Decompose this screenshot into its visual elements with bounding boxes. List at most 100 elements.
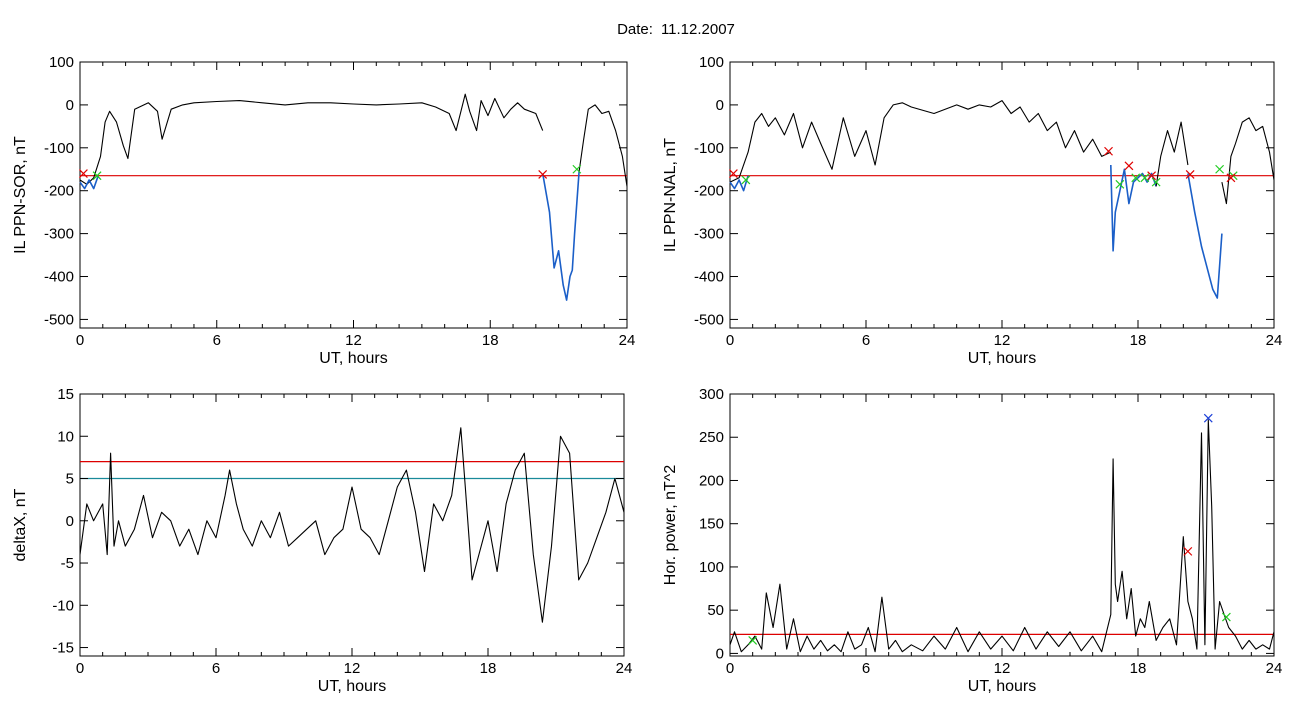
x-tick-label: 12 bbox=[345, 332, 362, 349]
marker-green bbox=[1221, 612, 1231, 622]
marker-blue bbox=[1203, 413, 1213, 423]
x-tick-label: 18 bbox=[1130, 660, 1147, 677]
marker-stroke bbox=[1115, 179, 1125, 189]
x-tick-label: 24 bbox=[616, 660, 633, 677]
marker-stroke bbox=[1104, 146, 1113, 156]
x-tick-label: 6 bbox=[862, 660, 870, 677]
series-line-blue bbox=[1187, 173, 1223, 299]
series-line-black bbox=[79, 93, 544, 185]
title-date: 11.12.2007 bbox=[661, 21, 735, 38]
marker-stroke bbox=[1226, 173, 1236, 183]
marker-red bbox=[1124, 161, 1134, 171]
y-tick-label: 0 bbox=[66, 513, 74, 530]
panel-hor-power: 0 6 12 18 24 300 250 200 150 100 50 0 UT, hours Hor. … bbox=[662, 386, 1282, 695]
panel-ppn-nal: 0 6 12 18 24 100 0 -100 -200 -300 -400 -500 UT, hour… bbox=[662, 54, 1282, 367]
marker-green bbox=[92, 171, 102, 181]
marker-red bbox=[538, 169, 548, 179]
y-tick-label: -300 bbox=[44, 226, 74, 243]
marker-green bbox=[1140, 173, 1150, 183]
y-tick-label: 100 bbox=[699, 559, 724, 576]
y-tick-label: 250 bbox=[699, 429, 724, 446]
marker-stroke bbox=[1221, 612, 1231, 622]
y-tick-label: -100 bbox=[694, 140, 724, 157]
marker-red bbox=[1185, 169, 1195, 179]
y-tick-label: -400 bbox=[694, 269, 724, 286]
x-axis-label: UT, hours bbox=[968, 678, 1036, 695]
x-axis-label: UT, hours bbox=[318, 678, 386, 695]
plot-frame bbox=[79, 61, 628, 329]
panel-deltax: 0 6 12 18 24 15 10 5 0 -5 -10 -15 UT, hours deltaX, n… bbox=[12, 386, 632, 695]
y-axis-label: deltaX, nT bbox=[12, 488, 29, 561]
marker-red bbox=[1147, 171, 1157, 181]
marker-stroke bbox=[748, 636, 758, 645]
marker-red bbox=[1104, 146, 1113, 156]
marker-stroke bbox=[78, 169, 88, 178]
x-tick-label: 12 bbox=[344, 660, 361, 677]
series-line-black bbox=[729, 419, 1275, 653]
title-prefix: Date: bbox=[617, 21, 653, 38]
series-line-black bbox=[79, 427, 625, 623]
x-tick-label: 12 bbox=[994, 332, 1011, 349]
marker-red bbox=[78, 169, 88, 178]
y-tick-label: 10 bbox=[57, 428, 74, 445]
marker-green bbox=[1215, 164, 1225, 174]
series-line-black bbox=[1155, 121, 1189, 187]
marker-stroke bbox=[538, 169, 548, 179]
y-tick-label: 5 bbox=[66, 471, 74, 488]
y-tick-label: -200 bbox=[44, 183, 74, 200]
series-line-blue bbox=[541, 171, 580, 301]
x-tick-label: 0 bbox=[726, 332, 734, 349]
figure-title: Date: 11.12.2007 bbox=[617, 21, 735, 38]
marker-green bbox=[1115, 179, 1125, 189]
marker-red bbox=[1226, 173, 1236, 183]
series-line-black bbox=[729, 100, 1112, 183]
x-tick-label: 0 bbox=[76, 332, 84, 349]
marker-stroke bbox=[1147, 171, 1157, 181]
marker-red bbox=[1183, 546, 1193, 556]
y-tick-label: 15 bbox=[57, 386, 74, 403]
marker-stroke bbox=[1183, 546, 1193, 556]
y-tick-label: 100 bbox=[49, 54, 74, 71]
y-tick-label: 200 bbox=[699, 472, 724, 489]
y-tick-label: -300 bbox=[694, 226, 724, 243]
marker-stroke bbox=[1215, 164, 1225, 174]
marker-green bbox=[748, 636, 758, 645]
y-tick-label: 50 bbox=[707, 602, 724, 619]
y-tick-label: 0 bbox=[716, 645, 724, 662]
x-tick-label: 18 bbox=[482, 332, 499, 349]
marker-stroke bbox=[1151, 177, 1161, 187]
y-tick-label: -10 bbox=[52, 597, 74, 614]
marker-stroke bbox=[1185, 169, 1195, 179]
marker-stroke bbox=[1203, 413, 1213, 423]
marker-stroke bbox=[728, 169, 738, 178]
marker-stroke bbox=[1140, 173, 1150, 183]
y-tick-label: -400 bbox=[44, 269, 74, 286]
marker-red bbox=[728, 169, 738, 178]
marker-green bbox=[1151, 177, 1161, 187]
x-tick-label: 6 bbox=[862, 332, 870, 349]
y-tick-label: 100 bbox=[699, 54, 724, 71]
y-tick-label: -500 bbox=[694, 311, 724, 328]
marker-stroke bbox=[1124, 161, 1134, 171]
x-tick-label: 24 bbox=[1266, 332, 1283, 349]
y-tick-label: -5 bbox=[61, 555, 74, 572]
y-tick-label: 150 bbox=[699, 516, 724, 533]
x-tick-label: 0 bbox=[76, 660, 84, 677]
x-tick-label: 24 bbox=[1266, 660, 1283, 677]
series-line-blue bbox=[729, 175, 749, 192]
x-tick-label: 18 bbox=[1130, 332, 1147, 349]
marker-green bbox=[741, 175, 751, 185]
y-tick-label: 300 bbox=[699, 386, 724, 403]
y-axis-label: IL PPN-NAL, nT bbox=[662, 138, 679, 252]
panel-ppn-sor: 0 6 12 18 24 100 0 -100 -200 -300 -400 -500 UT, hour… bbox=[12, 54, 635, 367]
x-tick-label: 24 bbox=[619, 332, 636, 349]
x-tick-label: 6 bbox=[212, 660, 220, 677]
x-tick-label: 18 bbox=[480, 660, 497, 677]
x-tick-label: 12 bbox=[994, 660, 1011, 677]
series-line-black bbox=[578, 104, 628, 187]
x-tick-label: 6 bbox=[213, 332, 221, 349]
x-tick-label: 0 bbox=[726, 660, 734, 677]
marker-stroke bbox=[572, 164, 582, 174]
x-axis-label: UT, hours bbox=[319, 350, 387, 367]
